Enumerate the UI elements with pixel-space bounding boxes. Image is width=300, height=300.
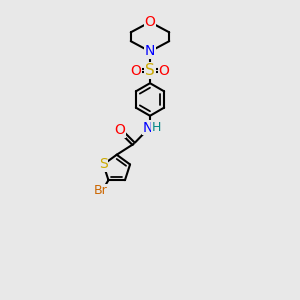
Text: N: N — [143, 121, 153, 135]
Text: H: H — [152, 121, 161, 134]
Text: S: S — [99, 158, 108, 172]
Text: S: S — [145, 63, 155, 78]
Text: O: O — [115, 123, 125, 137]
Text: O: O — [159, 64, 170, 78]
Text: Br: Br — [94, 184, 107, 197]
Text: N: N — [145, 44, 155, 58]
Text: O: O — [130, 64, 141, 78]
Text: O: O — [145, 15, 155, 29]
